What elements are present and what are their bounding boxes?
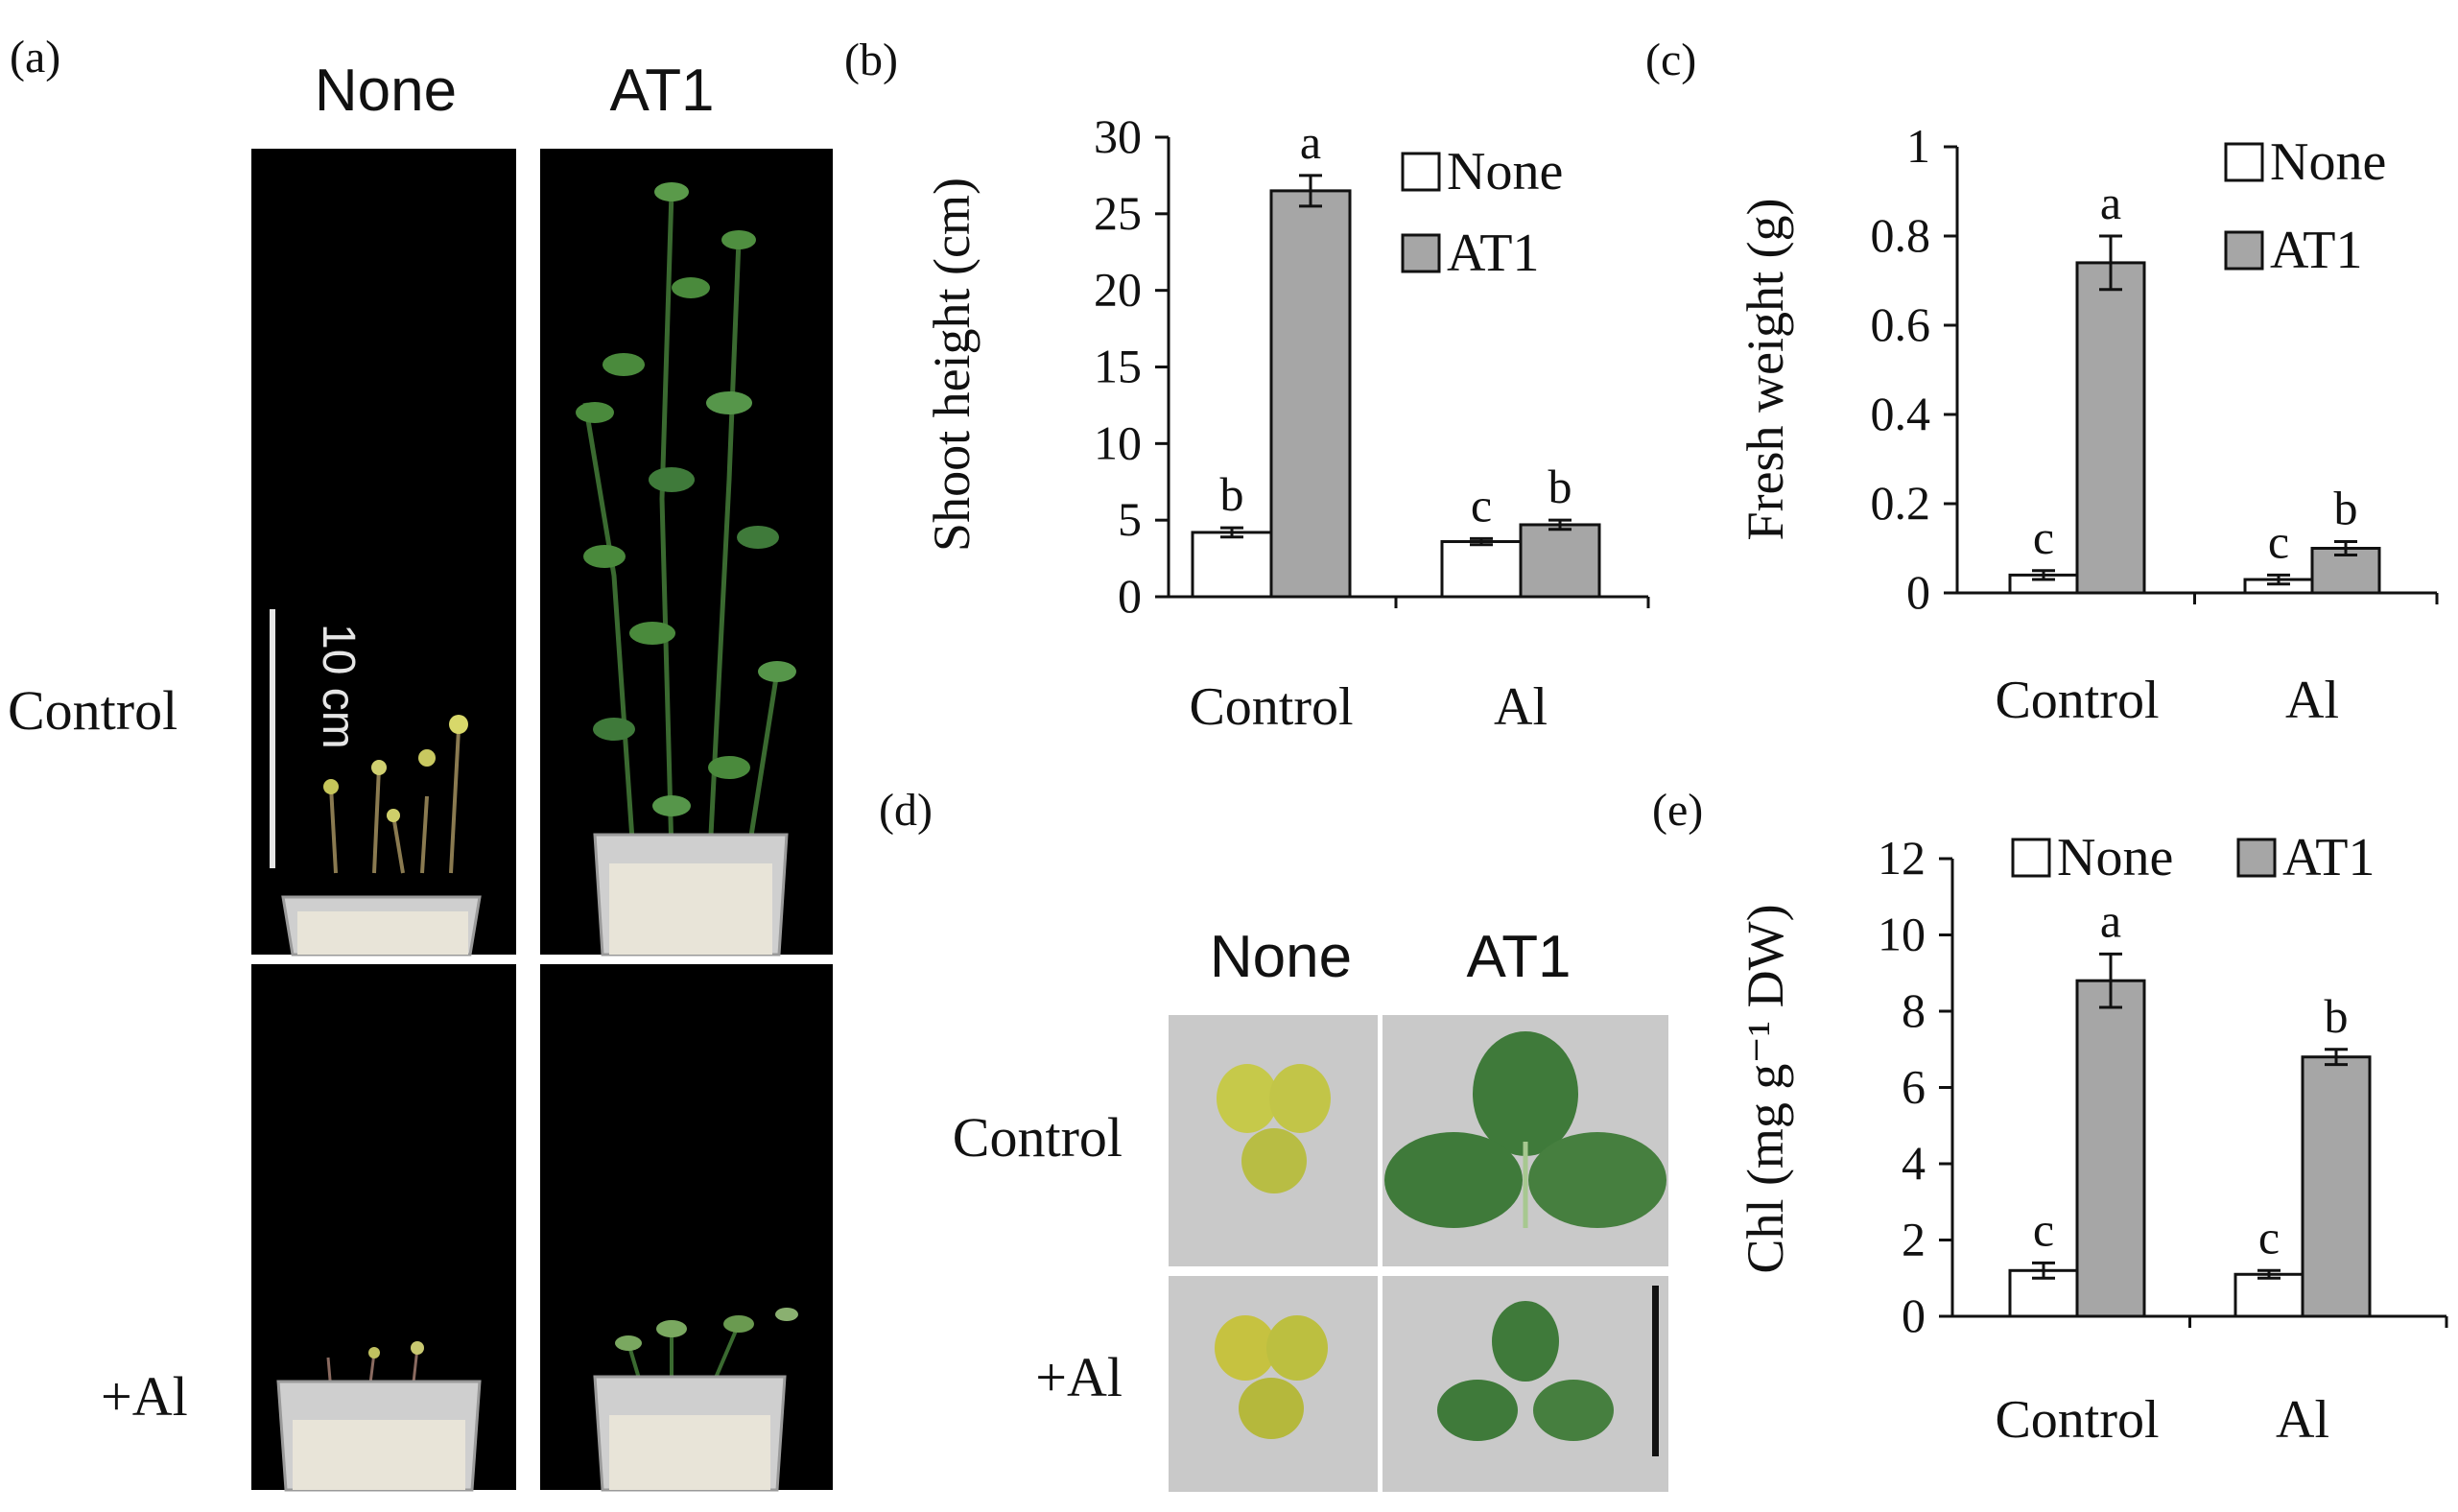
y-axis-label: Chl (mg g⁻¹ DW): [1737, 904, 1794, 1273]
panel-label-c: (c): [1645, 35, 1696, 85]
significance-letter: b: [2325, 989, 2349, 1043]
photo-at1-al: [540, 964, 833, 1492]
leaf-none-al: [1169, 1276, 1378, 1492]
category-label: Control: [1995, 671, 2159, 730]
bar-at1-al: [1519, 523, 1601, 599]
legend-label: None: [2057, 828, 2173, 887]
y-tick-label: 0.6: [1871, 297, 1931, 351]
significance-letter: b: [1548, 460, 1572, 513]
bar-none-al: [1440, 540, 1523, 599]
significance-letter: c: [2258, 1210, 2280, 1264]
photo-none-al: [251, 964, 516, 1492]
significance-letter: a: [2100, 176, 2121, 229]
y-tick-label: 0.2: [1871, 476, 1931, 530]
chart-shoot-height: 0 5 10 15 20 25 30 Shoot height (cm) b a Control c b…: [923, 109, 1650, 737]
legend-swatch: [1401, 152, 1441, 192]
y-tick-label: 8: [1902, 983, 1926, 1037]
leaf-scale-bar: [1652, 1286, 1659, 1456]
leaf-none-control: [1169, 1015, 1378, 1266]
y-tick-label: 0.8: [1871, 208, 1931, 262]
panel-d-col-none: None: [1210, 924, 1352, 990]
bar-at1-control: [2075, 261, 2146, 595]
legend-swatch: [2011, 838, 2051, 878]
legend-label: None: [2270, 132, 2386, 192]
scale-bar: [270, 609, 275, 868]
legend-label: AT1: [2282, 828, 2375, 887]
panel-a-col-at1: AT1: [609, 58, 714, 124]
chart-chlorophyll: 0 2 4 6 8 10 12 Chl (mg g⁻¹ DW) c a Control c b Al Non…: [1737, 828, 2448, 1450]
legend-swatch: [2236, 838, 2277, 878]
y-tick-label: 12: [1878, 831, 1926, 885]
y-tick-label: 5: [1118, 492, 1142, 546]
panel-d-row-control: Control: [953, 1106, 1123, 1169]
panel-label-a: (a): [10, 32, 60, 83]
significance-letter: c: [2268, 514, 2289, 568]
y-tick-label: 6: [1902, 1060, 1926, 1114]
scale-bar-label: 10 cm: [313, 624, 364, 749]
legend-label: None: [1447, 142, 1563, 201]
y-tick-label: 4: [1902, 1136, 1926, 1190]
panel-a-col-none: None: [315, 58, 457, 124]
category-label: Al: [2276, 1390, 2329, 1450]
y-tick-label: 0: [1906, 565, 1930, 619]
significance-letter: c: [2033, 1202, 2054, 1256]
photo-at1-control: [540, 149, 833, 957]
category-label: Control: [1189, 677, 1353, 737]
chart-fresh-weight: 0 0.2 0.4 0.6 0.8 1 Fresh weight (g) c a Control c…: [1737, 119, 2439, 730]
significance-letter: b: [2334, 482, 2358, 535]
significance-letter: c: [2033, 510, 2054, 564]
photo-none-control: 10 cm: [251, 149, 516, 957]
legend-swatch: [1401, 233, 1441, 273]
panel-a-row-control: Control: [8, 679, 177, 742]
significance-letter: a: [2100, 893, 2121, 947]
legend-label: AT1: [2270, 221, 2362, 280]
leaf-at1-al: [1383, 1276, 1668, 1492]
panel-label-b: (b): [844, 35, 898, 85]
panel-d-col-at1: AT1: [1466, 924, 1571, 990]
y-tick-label: 1: [1906, 119, 1930, 173]
panel-label-d: (d): [879, 785, 933, 836]
y-tick-label: 2: [1902, 1213, 1926, 1266]
y-tick-label: 20: [1094, 263, 1142, 317]
y-tick-label: 0: [1902, 1288, 1926, 1342]
legend-swatch: [2224, 230, 2264, 271]
y-tick-label: 0: [1118, 569, 1142, 623]
panel-a-row-al: +Al: [101, 1365, 188, 1428]
y-tick-label: 10: [1878, 908, 1926, 961]
y-tick-label: 10: [1094, 415, 1142, 469]
significance-letter: a: [1300, 115, 1321, 169]
panel-a-photos: None AT1 Control +Al 10 cm: [8, 58, 833, 1492]
category-label: Al: [2285, 671, 2339, 730]
y-tick-label: 30: [1094, 109, 1142, 163]
panel-d-photos: None AT1 Control +Al: [953, 924, 1668, 1492]
y-tick-label: 25: [1094, 186, 1142, 240]
bar-none-al: [2233, 1272, 2304, 1318]
leaf-at1-control: [1383, 1015, 1668, 1266]
legend-label: AT1: [1447, 224, 1539, 283]
bar-at1-al: [2301, 1055, 2372, 1318]
y-axis-label: Shoot height (cm): [923, 177, 981, 552]
significance-letter: c: [1471, 478, 1492, 532]
bar-none-control: [1191, 531, 1273, 599]
y-tick-label: 0.4: [1871, 387, 1931, 440]
category-label: Al: [1494, 677, 1548, 737]
category-label: Control: [1995, 1390, 2159, 1450]
y-axis-label: Fresh weight (g): [1737, 199, 1794, 541]
significance-letter: b: [1220, 467, 1244, 521]
panel-label-e: (e): [1652, 785, 1703, 836]
legend-swatch: [2224, 142, 2264, 182]
bar-at1-control: [2075, 979, 2146, 1318]
bar-at1-control: [1269, 189, 1352, 599]
panel-d-row-al: +Al: [1035, 1346, 1123, 1408]
y-tick-label: 15: [1094, 340, 1142, 393]
